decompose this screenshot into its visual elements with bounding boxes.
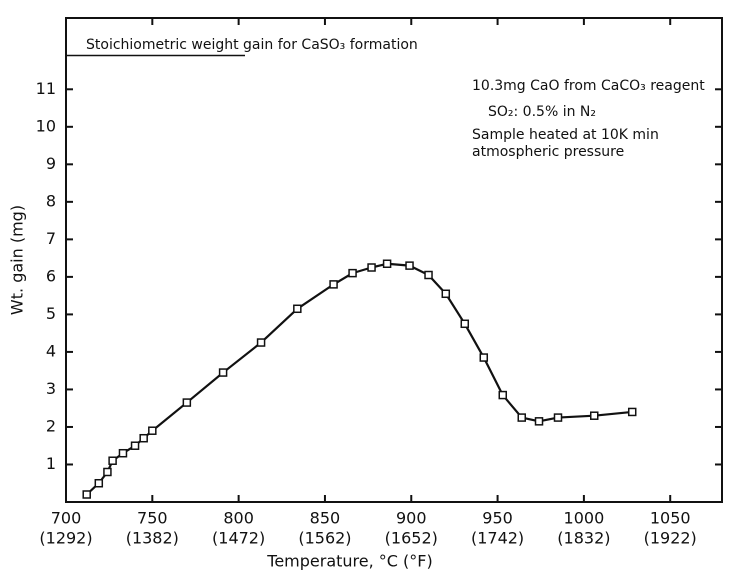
data-point <box>405 261 414 270</box>
y-tick-label: 11 <box>36 79 56 98</box>
data-point <box>148 426 157 435</box>
data-point <box>590 411 599 420</box>
y-tick-label: 2 <box>46 416 56 435</box>
data-point <box>479 353 489 362</box>
data-point <box>553 413 563 422</box>
y-tick-label: 8 <box>46 191 56 210</box>
data-point <box>108 456 117 465</box>
annotation: Stoichiometric weight gain for CaSO₃ for… <box>86 37 418 53</box>
annotation: Sample heated at 10K min <box>472 127 659 143</box>
y-tick-label: 9 <box>46 154 56 173</box>
data-point <box>329 280 338 289</box>
data-line <box>85 262 633 496</box>
x-tick-label-f: (1292) <box>39 529 92 548</box>
y-tick-label: 4 <box>46 341 56 360</box>
data-point <box>218 368 228 377</box>
data-point <box>460 319 470 329</box>
data-point <box>182 398 192 407</box>
data-point <box>424 270 433 280</box>
x-tick-label: 800 <box>223 509 254 528</box>
plot-frame <box>65 17 723 503</box>
annotation: 10.3mg CaO from CaCO₃ reagent <box>472 78 705 94</box>
data-point <box>94 478 104 488</box>
x-tick-label-f: (1742) <box>471 529 524 548</box>
data-point <box>130 441 140 450</box>
annotation: SO₂: 0.5% in N₂ <box>488 104 596 120</box>
y-tick-label: 7 <box>46 229 56 248</box>
x-tick-label: 900 <box>396 509 427 528</box>
x-tick-label: 850 <box>310 509 341 528</box>
y-tick-label: 1 <box>46 454 56 473</box>
data-point <box>82 490 91 499</box>
x-tick-label-f: (1382) <box>126 529 179 548</box>
data-point <box>103 467 112 477</box>
data-point <box>498 390 508 400</box>
data-point <box>139 433 148 443</box>
data-point <box>441 289 451 299</box>
y-axis-label: Wt. gain (mg) <box>8 205 27 315</box>
y-tick-label: 5 <box>46 304 56 323</box>
x-axis-label: Temperature, °C (°F) <box>266 552 432 571</box>
data-point <box>517 413 526 422</box>
data-point <box>293 304 302 314</box>
y-tick-label: 10 <box>36 116 56 135</box>
x-tick-label: 1000 <box>564 509 605 528</box>
x-tick-label: 950 <box>482 509 513 528</box>
data-point <box>118 448 128 458</box>
x-tick-label-f: (1562) <box>298 529 351 548</box>
data-point <box>534 417 544 426</box>
x-tick-label: 750 <box>137 509 168 528</box>
data-point <box>627 407 637 417</box>
x-tick-label-f: (1472) <box>212 529 265 548</box>
y-tick-label: 6 <box>46 266 56 285</box>
x-tick-label-f: (1652) <box>385 529 438 548</box>
x-tick-label-f: (1922) <box>644 529 697 548</box>
data-point <box>382 259 392 269</box>
y-tick-label: 3 <box>46 379 56 398</box>
x-tick-label: 700 <box>51 509 82 528</box>
x-tick-label-f: (1832) <box>557 529 610 548</box>
data-point <box>256 338 266 347</box>
data-point <box>367 263 376 272</box>
data-point <box>348 268 357 278</box>
annotation: atmospheric pressure <box>472 144 624 160</box>
x-tick-label: 1050 <box>650 509 691 528</box>
